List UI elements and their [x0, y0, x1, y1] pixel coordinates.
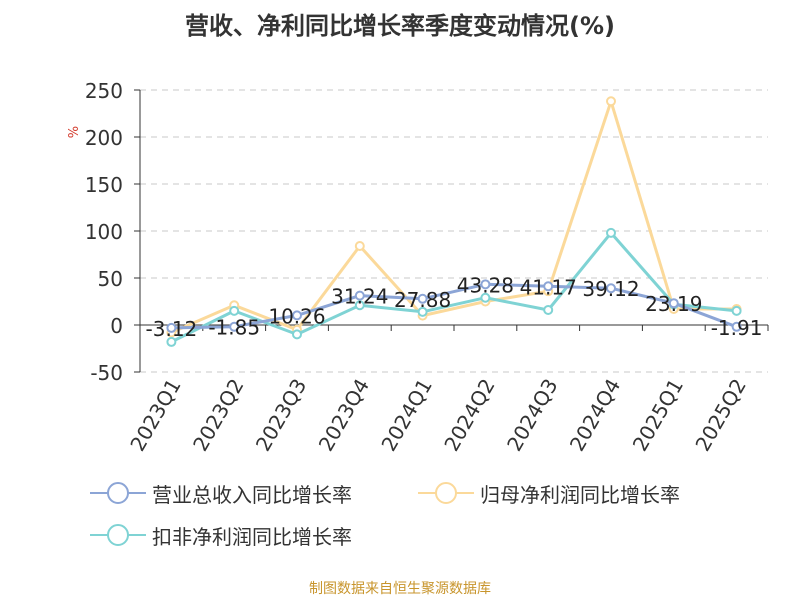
data-point — [166, 322, 177, 333]
data-point — [292, 329, 302, 340]
x-tick-label: 2023Q2 — [188, 375, 248, 456]
data-point — [354, 241, 365, 252]
data-point — [354, 300, 365, 311]
data-point — [229, 321, 240, 332]
grid-lines — [140, 89, 768, 373]
x-tick-label: 2023Q3 — [251, 375, 311, 456]
data-point — [543, 281, 554, 292]
legend-marker-deducted-profit — [90, 524, 146, 546]
data-point — [606, 227, 616, 238]
data-point — [543, 304, 554, 315]
x-tick-label: 2023Q4 — [314, 375, 374, 456]
legend-item-revenue[interactable]: 营业总收入同比增长率 — [90, 478, 352, 508]
y-tick-label: 50 — [98, 267, 123, 291]
y-tick-label: 100 — [85, 220, 123, 244]
legend-label-deducted-profit: 扣非净利润同比增长率 — [152, 524, 352, 549]
x-tick-label: 2025Q2 — [690, 375, 750, 456]
data-point — [417, 293, 428, 304]
data-label: -1.91 — [711, 316, 763, 340]
legend-label-net-profit: 归母净利润同比增长率 — [480, 482, 680, 507]
data-point — [731, 321, 742, 332]
data-point — [731, 305, 742, 316]
x-tick-label: 2023Q1 — [125, 375, 185, 456]
data-point — [606, 283, 616, 294]
data-point — [229, 305, 240, 316]
data-point — [480, 279, 491, 290]
y-tick-label: 200 — [85, 126, 123, 150]
data-point — [292, 310, 302, 321]
data-label: 43.28 — [457, 273, 514, 297]
legend-item-deducted-profit[interactable]: 扣非净利润同比增长率 — [90, 520, 352, 550]
legend-item-net-profit[interactable]: 归母净利润同比增长率 — [418, 478, 680, 508]
y-tick-label: -50 — [90, 361, 123, 385]
legend-marker-revenue — [90, 482, 146, 504]
data-label: 27.88 — [394, 288, 451, 312]
series-line-1 — [170, 99, 737, 334]
y-tick-label: 250 — [85, 79, 123, 103]
data-point — [606, 96, 616, 107]
y-axis-label: % — [67, 126, 82, 138]
series-line-0 — [171, 282, 738, 330]
x-tick-label: 2024Q1 — [376, 375, 436, 456]
data-label: -1.85 — [208, 316, 260, 340]
legend-label-revenue: 营业总收入同比增长率 — [152, 482, 352, 507]
x-tick-label: 2024Q3 — [502, 375, 562, 456]
series-line-2 — [170, 231, 737, 344]
data-label: -3.12 — [146, 317, 198, 341]
data-label: 23.19 — [645, 292, 702, 316]
x-tick-label: 2024Q4 — [565, 375, 625, 456]
data-point — [166, 336, 177, 347]
data-label: 39.12 — [582, 277, 639, 301]
data-point — [417, 306, 428, 317]
y-tick-label: 150 — [85, 173, 123, 197]
data-label: 31.24 — [331, 285, 388, 309]
data-label: 10.26 — [268, 304, 325, 328]
data-point — [480, 292, 491, 303]
source-note: 制图数据来自恒生聚源数据库 — [309, 581, 491, 597]
data-point — [354, 290, 365, 301]
data-point — [668, 298, 679, 309]
series-lines — [166, 96, 742, 347]
x-tick-label: 2024Q2 — [439, 375, 499, 456]
x-tick-label: 2025Q1 — [628, 375, 688, 456]
legend-marker-net-profit — [418, 482, 474, 504]
data-label: 41.17 — [520, 275, 577, 299]
chart-title: 营收、净利同比增长率季度变动情况(%) — [185, 12, 615, 40]
y-tick-label: 0 — [110, 314, 123, 338]
